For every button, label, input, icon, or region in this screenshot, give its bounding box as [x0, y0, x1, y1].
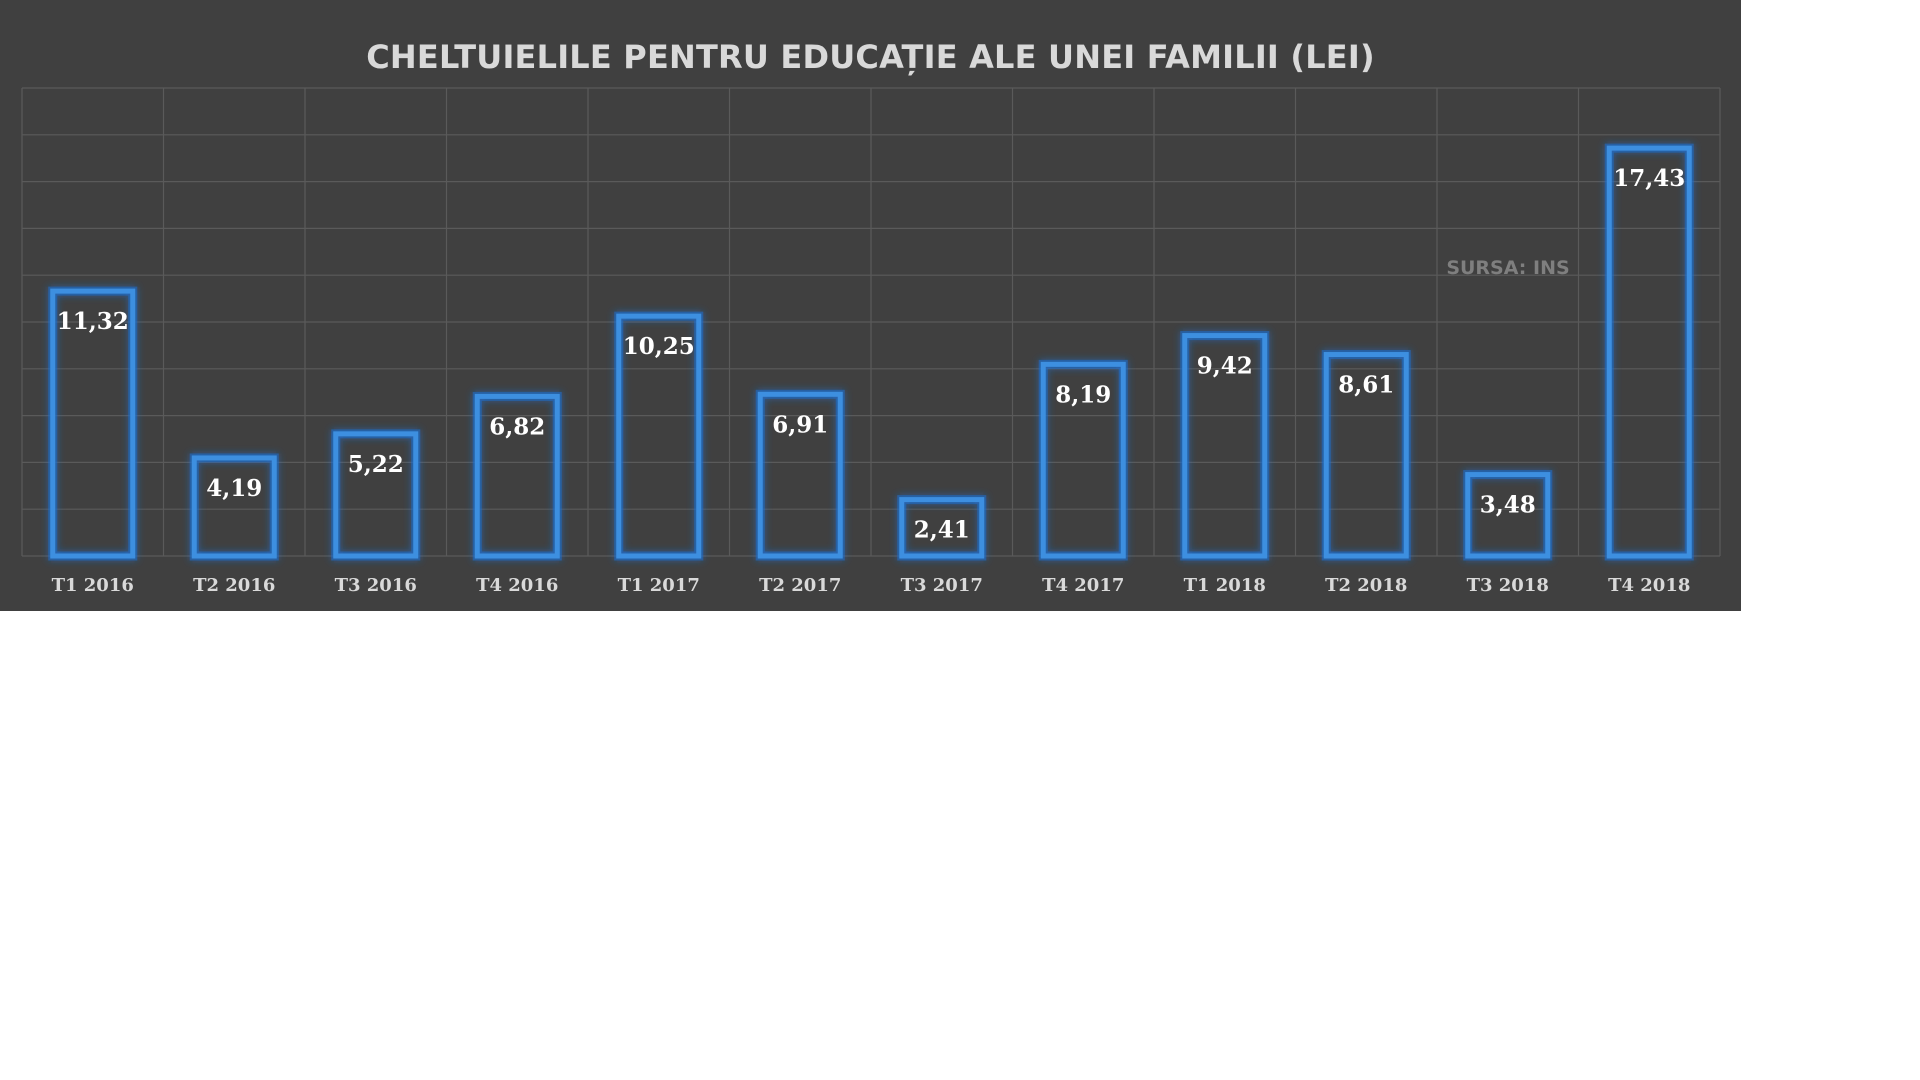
- bar-t2-2018: [1323, 352, 1409, 559]
- bar-glow: [1604, 143, 1694, 561]
- chart-title: CHELTUIELILE PENTRU EDUCAȚIE ALE UNEI FA…: [366, 38, 1375, 76]
- x-tick-label: T3 2016: [335, 575, 417, 596]
- x-tick-label: T3 2018: [1467, 575, 1549, 596]
- bar-t2-2017: [757, 391, 843, 559]
- x-tick-label: T2 2017: [759, 575, 841, 596]
- bar-t3-2016: [333, 431, 419, 559]
- chart-panel: CHELTUIELILE PENTRU EDUCAȚIE ALE UNEI FA…: [0, 0, 1741, 611]
- x-tick-label: T1 2016: [52, 575, 134, 596]
- source-note: SURSA: INS: [1446, 257, 1569, 279]
- value-label: 5,22: [348, 451, 404, 478]
- x-tick-label: T2 2018: [1325, 575, 1407, 596]
- bar-t4-2018: [1606, 145, 1692, 559]
- bar-t1-2017: [616, 313, 702, 559]
- plot-grid: [21, 87, 1721, 557]
- value-label: 2,41: [914, 517, 970, 544]
- value-label: 6,82: [489, 413, 545, 440]
- x-axis-labels: T1 2016 T2 2016 T3 2016 T4 2016 T1 2017 T2 20…: [52, 575, 1691, 596]
- bar-t3-2018: [1465, 472, 1551, 559]
- bars: [48, 143, 1694, 561]
- x-tick-label: T1 2017: [618, 575, 700, 596]
- value-label: 9,42: [1197, 353, 1253, 380]
- bar-t1-2018: [1182, 333, 1268, 559]
- x-tick-label: T3 2017: [901, 575, 983, 596]
- bar-t4-2017: [1040, 361, 1126, 559]
- value-label: 4,19: [206, 475, 262, 502]
- bar-t1-2016: [50, 288, 136, 559]
- bar-chart: 11,32 4,19 5,22 6,82 10,25 6,91 2,41 8,19 9,42 8,…: [21, 87, 1721, 596]
- x-tick-label: T4 2016: [476, 575, 558, 596]
- x-tick-label: T2 2016: [193, 575, 275, 596]
- value-label: 11,32: [57, 308, 129, 335]
- value-labels: 11,32 4,19 5,22 6,82 10,25 6,91 2,41 8,19 9,42 8,…: [57, 165, 1686, 543]
- bar-t2-2016: [191, 455, 277, 559]
- value-label: 6,91: [772, 411, 828, 438]
- bar-glow: [189, 453, 279, 561]
- value-label: 3,48: [1480, 492, 1536, 519]
- x-tick-label: T4 2017: [1042, 575, 1124, 596]
- x-tick-label: T4 2018: [1608, 575, 1690, 596]
- value-label: 10,25: [623, 333, 695, 360]
- value-label: 8,19: [1055, 381, 1111, 408]
- value-label: 8,61: [1338, 372, 1394, 399]
- value-label: 17,43: [1613, 165, 1685, 192]
- bar-t3-2017: [899, 497, 985, 559]
- x-tick-label: T1 2018: [1184, 575, 1266, 596]
- bar-t4-2016: [474, 393, 560, 559]
